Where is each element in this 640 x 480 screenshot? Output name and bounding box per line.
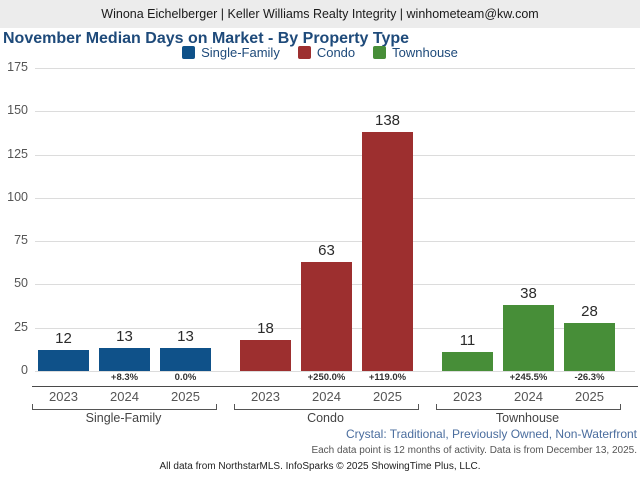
bar-townhouse-2024 [503,305,554,371]
y-gridline [35,197,635,199]
x-axis-year-label: 2024 [514,389,543,404]
attribution: All data from NorthstarMLS. InfoSparks ©… [159,461,481,472]
group-label-condo: Condo [307,411,344,425]
bar-value-label: 18 [257,319,274,337]
x-axis-year-label: 2025 [575,389,604,404]
bar-condo-2024 [301,261,352,371]
legend-item-single-family: Single-Family [182,45,280,60]
bar-value-label: 11 [459,331,476,349]
legend-label: Single-Family [201,45,280,60]
y-axis-tick-label: 75 [14,233,28,248]
pct-change-label: +8.3% [110,372,139,383]
pct-change-label: 0.0% [174,372,197,383]
x-axis-year-label: 2023 [49,389,78,404]
y-axis-tick-label: 150 [7,103,28,118]
group-bracket [32,404,217,410]
pct-change-label: +119.0% [368,372,407,383]
bar-value-label: 63 [318,241,335,259]
pct-change-label: +245.5% [509,372,548,383]
y-gridline [35,241,635,243]
bar-single-family-2023 [38,350,89,371]
x-axis-year-label: 2025 [373,389,402,404]
y-gridline [35,154,635,156]
group-label-single-family: Single-Family [85,411,162,425]
bar-value-label: 13 [177,328,194,346]
group-label-townhouse: Townhouse [495,411,560,425]
bar-value-label: 12 [55,330,72,348]
y-gridline [35,111,635,113]
chart-legend: Single-Family Condo Townhouse [0,45,640,60]
y-axis-tick-label: 175 [7,60,28,74]
bar-single-family-2025 [160,348,211,371]
pct-change-label: +250.0% [307,372,346,383]
condo-swatch-icon [297,46,311,59]
bar-value-label: 38 [520,285,537,303]
legend-label: Condo [316,45,356,60]
y-axis-tick-label: 50 [14,276,28,291]
filter-summary: Crystal: Traditional, Previously Owned, … [346,427,637,441]
y-axis-tick-label: 25 [14,319,28,334]
bar-value-label: 138 [374,112,401,130]
x-axis-year-label: 2023 [453,389,482,404]
bar-single-family-2024 [99,348,150,371]
bar-value-label: 28 [581,302,598,320]
y-axis-tick-label: 100 [7,189,28,204]
page-title: November Median Days on Market - By Prop… [3,30,410,47]
x-axis-year-label: 2023 [251,389,280,404]
contact-header: Winona Eichelberger | Keller Williams Re… [0,0,640,28]
legend-label: Townhouse [392,45,458,60]
pct-change-label: -26.3% [574,372,605,383]
y-axis-tick-label: 125 [7,146,28,161]
y-axis-tick-label: 0 [21,363,28,377]
group-bracket [436,404,621,410]
data-note: Each data point is 12 months of activity… [311,445,637,456]
y-gridline [35,371,635,372]
group-bracket [234,404,419,410]
single-family-swatch-icon [182,46,196,59]
x-axis-year-label: 2024 [312,389,341,404]
legend-item-condo: Condo [297,45,356,60]
bar-condo-2023 [240,339,291,371]
bar-townhouse-2025 [564,322,615,371]
legend-item-townhouse: Townhouse [373,45,458,60]
x-axis-year-label: 2025 [171,389,200,404]
bar-value-label: 13 [116,328,133,346]
x-axis-line [32,386,638,387]
bar-townhouse-2023 [442,351,493,371]
y-gridline [35,68,635,69]
townhouse-swatch-icon [373,46,387,59]
x-axis-year-label: 2024 [110,389,139,404]
bar-condo-2025 [362,132,413,371]
